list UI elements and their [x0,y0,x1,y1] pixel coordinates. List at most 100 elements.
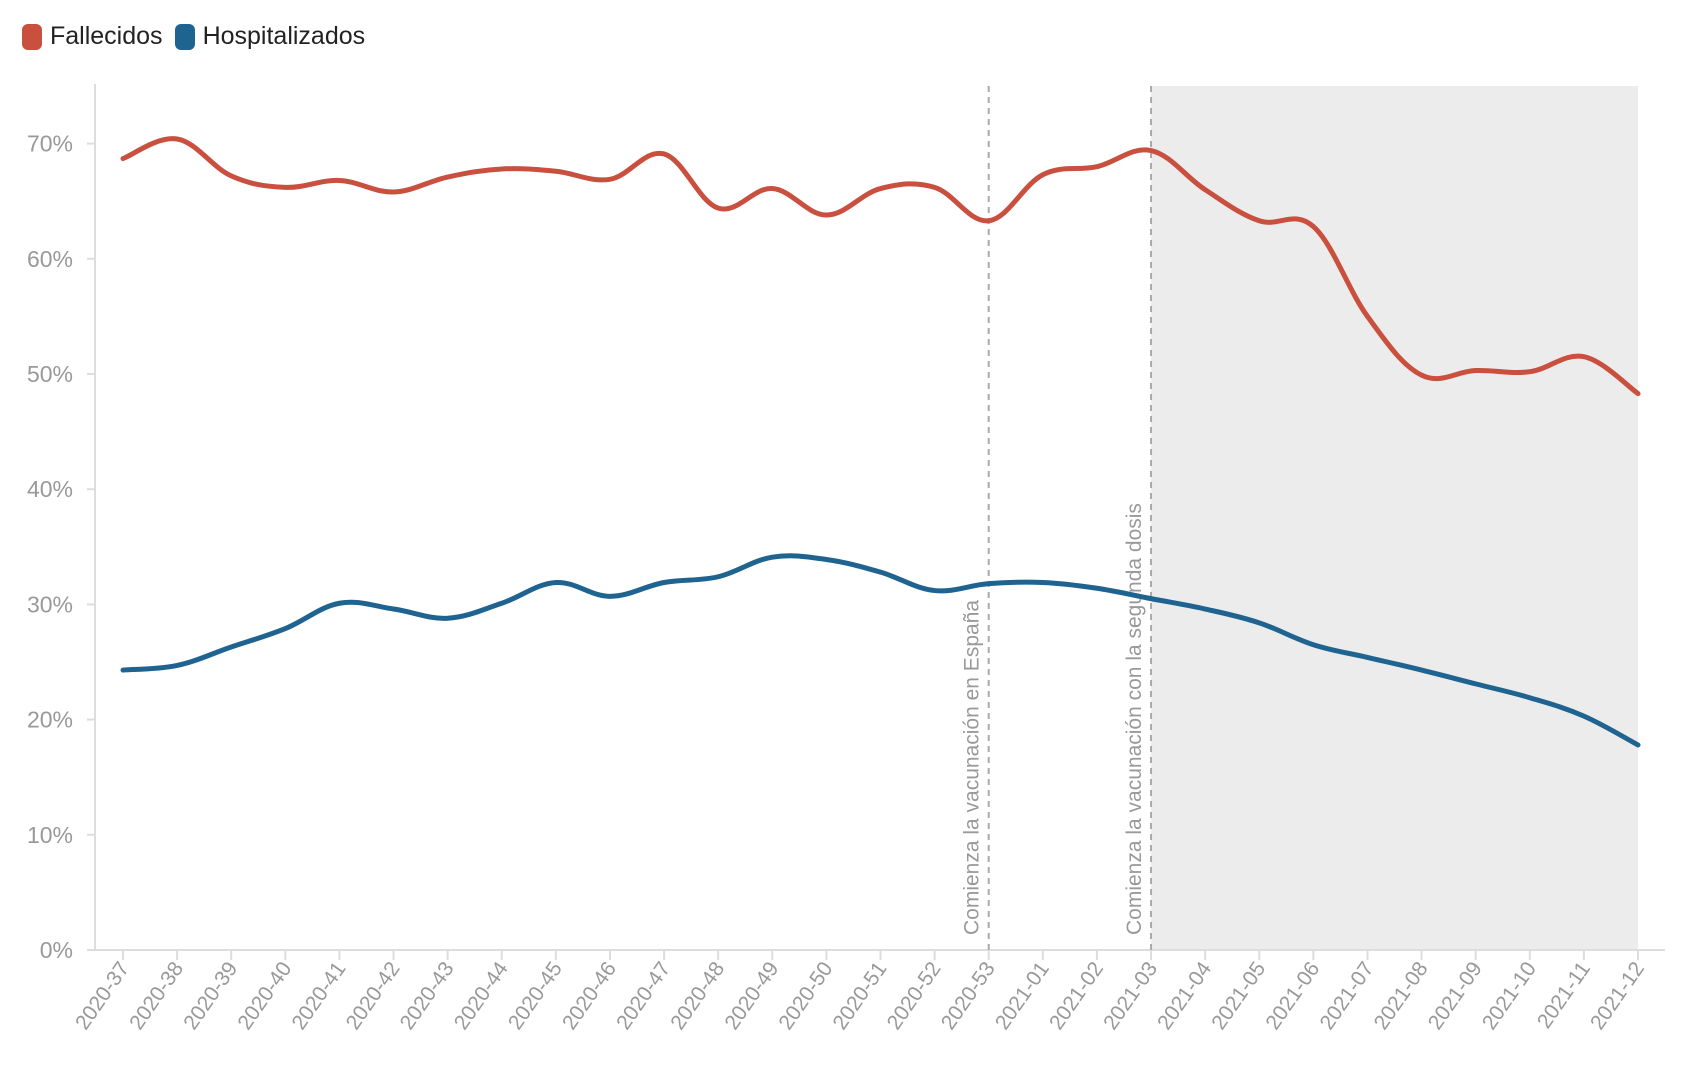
data-point-fallecidos [662,151,667,156]
shaded-region [1151,86,1638,950]
data-point-hospitalizados [1257,620,1262,625]
data-point-fallecidos [337,178,342,183]
data-point-fallecidos [1040,172,1045,177]
data-point-hospitalizados [175,663,180,668]
x-tick-label: 2020-47 [612,958,675,1034]
y-tick-label: 70% [27,131,73,157]
annotation-label: Comienza la vacunación con la segunda do… [1123,503,1146,935]
y-tick-label: 50% [27,361,73,387]
data-point-hospitalizados [229,645,234,650]
data-point-hospitalizados [337,601,342,606]
x-tick-label: 2020-51 [829,958,892,1034]
annotation-label: Comienza la vacunación en España [961,600,984,935]
data-point-hospitalizados [1094,586,1099,591]
legend-item-hospitalizados[interactable]: Hospitalizados [174,22,366,51]
data-point-fallecidos [1527,369,1532,374]
x-tick-label: 2021-10 [1478,958,1541,1034]
series-line-hospitalizados [120,553,1641,748]
data-point-hospitalizados [1527,695,1532,700]
data-point-fallecidos [824,213,829,218]
x-tick-label: 2020-52 [883,958,946,1034]
x-tick-label: 2020-42 [342,958,405,1034]
data-point-hospitalizados [499,601,504,606]
x-tick-label: 2020-50 [774,958,837,1034]
data-point-fallecidos [1581,354,1586,359]
x-tick-label: 2020-44 [450,957,513,1034]
data-point-hospitalizados [1419,668,1424,673]
x-tick-label: 2021-05 [1207,958,1270,1034]
data-point-hospitalizados [986,581,991,586]
data-point-hospitalizados [607,594,612,599]
x-tick-label: 2021-03 [1099,958,1162,1034]
data-point-fallecidos [986,218,991,223]
data-point-fallecidos [1419,373,1424,378]
y-tick-label: 60% [27,246,73,272]
x-tick-label: 2021-01 [991,958,1054,1034]
data-point-hospitalizados [932,588,937,593]
data-point-fallecidos [1094,164,1099,169]
x-tick-label: 2021-08 [1370,958,1433,1034]
x-tick-label: 2021-04 [1153,957,1216,1034]
legend-swatch-hospitalizados [174,23,195,50]
y-tick-label: 10% [27,822,73,848]
data-point-hospitalizados [662,580,667,585]
x-tick-label: 2020-53 [937,958,1000,1034]
x-tick-label: 2020-38 [125,958,188,1034]
data-point-fallecidos [121,156,126,161]
data-point-fallecidos [770,186,775,191]
data-point-fallecidos [1257,218,1262,223]
y-tick-label: 20% [27,707,73,733]
data-point-hospitalizados [391,607,396,612]
data-point-hospitalizados [1636,742,1641,747]
data-point-fallecidos [1636,391,1641,396]
data-point-hospitalizados [121,668,126,673]
x-tick-label: 2020-41 [287,958,350,1034]
data-point-fallecidos [229,173,234,178]
legend-item-fallecidos[interactable]: Fallecidos [22,22,163,51]
data-point-fallecidos [1203,187,1208,192]
legend: Fallecidos Hospitalizados [22,22,365,51]
data-point-hospitalizados [553,580,558,585]
y-tick-label: 0% [40,937,73,963]
x-tick-label: 2020-39 [179,958,242,1034]
data-point-fallecidos [283,185,288,190]
x-tick-label: 2021-07 [1316,958,1379,1034]
data-point-fallecidos [175,136,180,141]
y-tick-label: 40% [27,476,73,502]
data-point-hospitalizados [716,574,721,579]
series-line-fallecidos [120,136,1641,397]
data-point-hospitalizados [445,616,450,621]
legend-swatch-fallecidos [22,23,42,50]
x-tick-label: 2020-48 [666,958,729,1034]
x-tick-label: 2020-43 [396,958,459,1034]
x-tick-label: 2021-02 [1045,958,1108,1034]
data-point-hospitalizados [1473,681,1478,686]
data-point-hospitalizados [1040,580,1045,585]
legend-label-fallecidos: Fallecidos [50,22,163,50]
data-point-hospitalizados [1311,642,1316,647]
data-point-fallecidos [607,177,612,182]
x-tick-label: 2021-12 [1586,958,1649,1034]
data-point-hospitalizados [1365,655,1370,660]
x-tick-label: 2021-06 [1261,958,1324,1034]
data-point-hospitalizados [824,557,829,562]
data-point-fallecidos [391,189,396,194]
data-point-fallecidos [445,175,450,180]
data-point-fallecidos [499,166,504,171]
x-tick-label: 2020-37 [71,958,134,1034]
data-point-hospitalizados [770,555,775,560]
data-point-fallecidos [1149,148,1154,153]
data-point-fallecidos [553,169,558,174]
data-point-hospitalizados [1203,607,1208,612]
x-tick-label: 2020-45 [504,958,567,1034]
data-point-fallecidos [1473,368,1478,373]
x-tick-label: 2020-49 [720,958,783,1034]
x-tick-label: 2020-40 [233,958,296,1034]
legend-label-hospitalizados: Hospitalizados [202,22,366,50]
data-point-hospitalizados [1149,596,1154,601]
data-point-fallecidos [932,185,937,190]
data-point-fallecidos [878,186,883,191]
data-point-fallecidos [716,206,721,211]
